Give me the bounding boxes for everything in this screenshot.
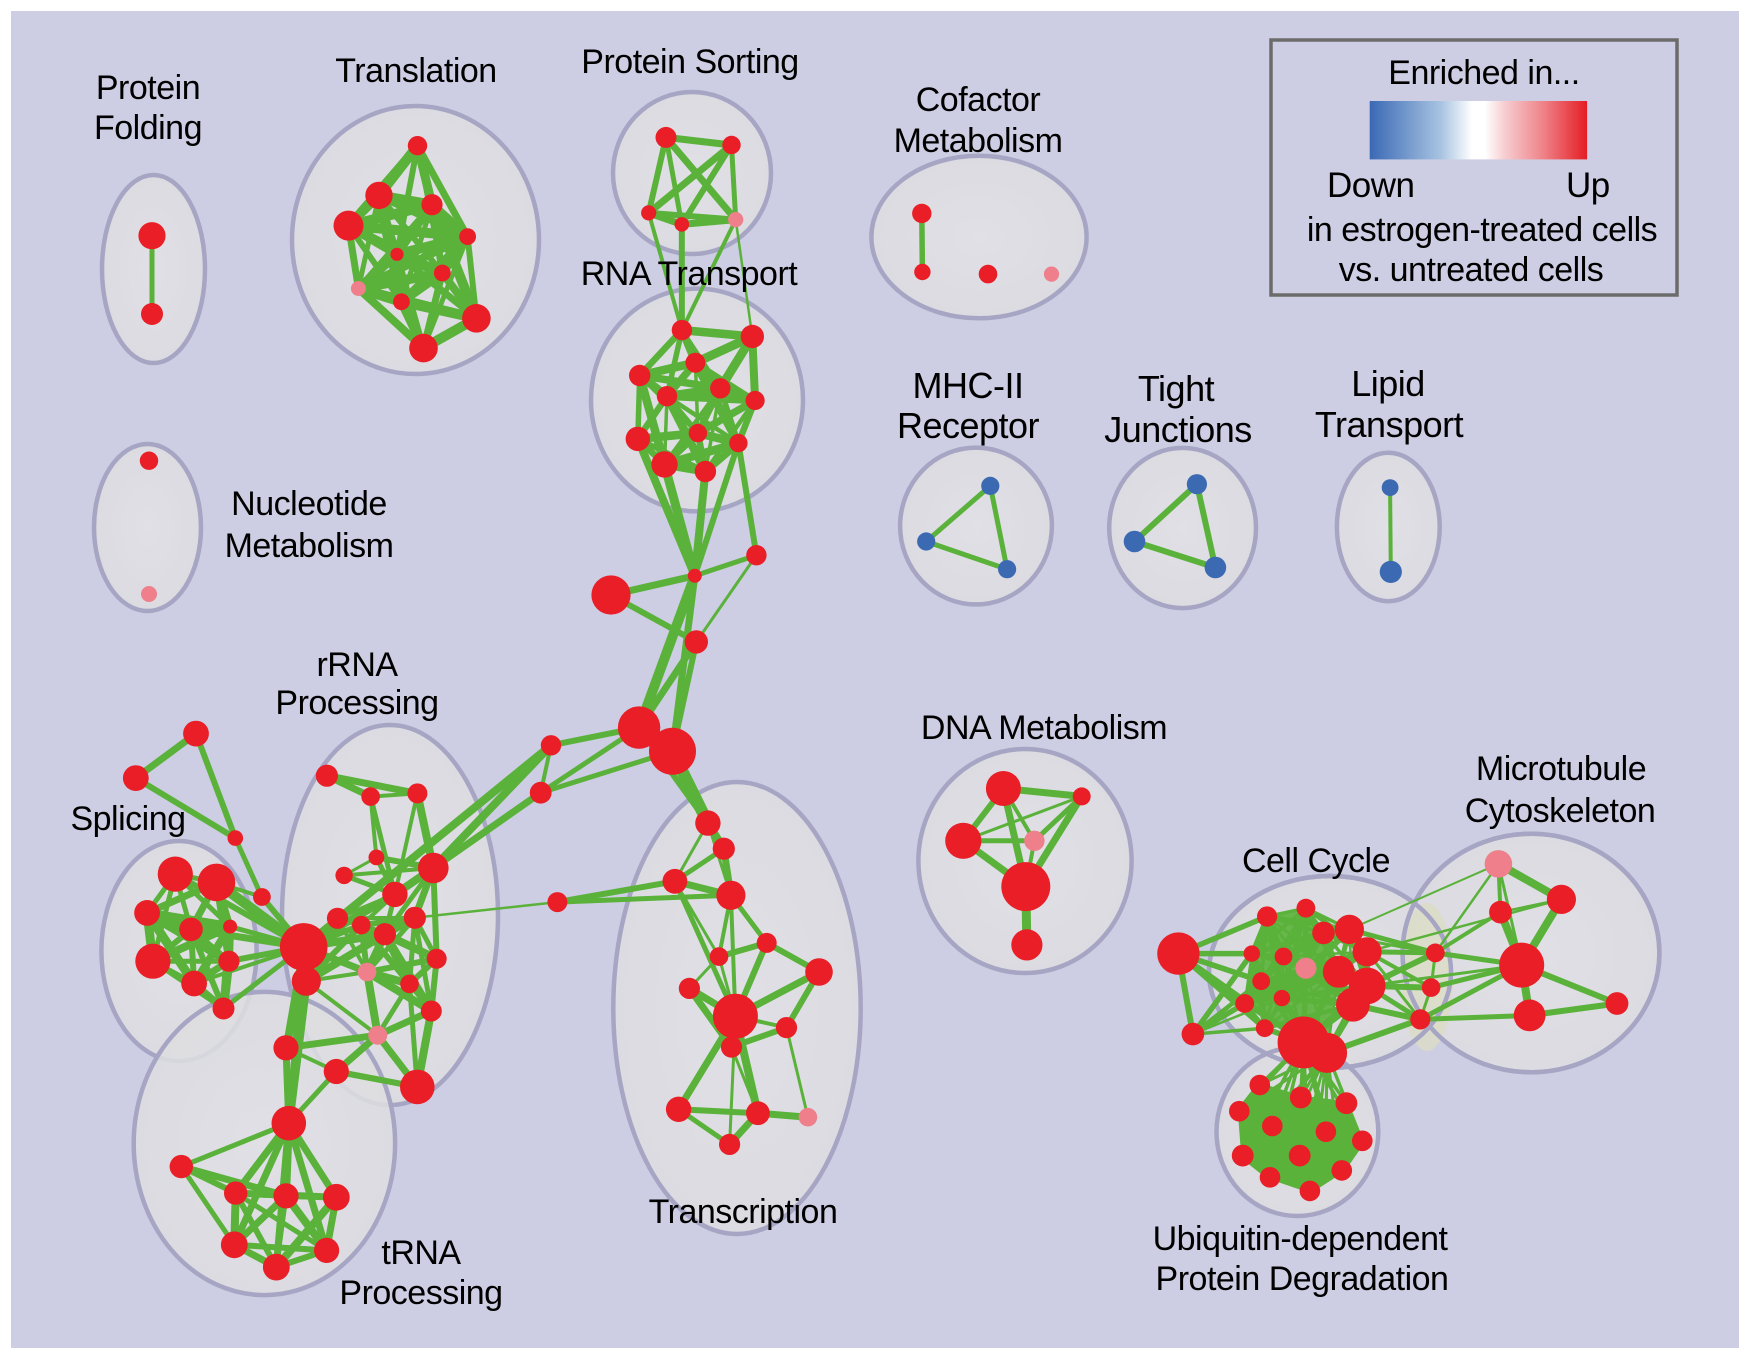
svg-text:Folding: Folding xyxy=(94,109,202,147)
svg-text:Processing: Processing xyxy=(275,684,438,722)
svg-text:Translation: Translation xyxy=(335,52,496,90)
svg-text:Processing: Processing xyxy=(339,1274,502,1312)
svg-text:Cell Cycle: Cell Cycle xyxy=(1242,842,1390,880)
svg-text:rRNA: rRNA xyxy=(316,646,398,684)
svg-text:Nucleotide: Nucleotide xyxy=(231,485,387,523)
svg-text:Junctions: Junctions xyxy=(1104,409,1252,450)
svg-text:tRNA: tRNA xyxy=(381,1234,461,1272)
svg-text:Down: Down xyxy=(1327,166,1414,205)
svg-text:Protein Sorting: Protein Sorting xyxy=(581,43,798,81)
svg-text:Ubiquitin-dependent: Ubiquitin-dependent xyxy=(1153,1220,1449,1258)
svg-text:Up: Up xyxy=(1566,166,1610,205)
svg-text:Enriched in...: Enriched in... xyxy=(1388,54,1579,92)
svg-text:Receptor: Receptor xyxy=(897,405,1040,446)
svg-text:Cofactor: Cofactor xyxy=(916,81,1041,119)
svg-text:Lipid: Lipid xyxy=(1351,363,1425,404)
svg-text:Protein: Protein xyxy=(96,69,200,107)
svg-text:MHC-II: MHC-II xyxy=(913,365,1024,406)
svg-text:Transcription: Transcription xyxy=(649,1193,838,1231)
svg-text:Tight: Tight xyxy=(1138,368,1215,409)
svg-text:vs. untreated cells: vs. untreated cells xyxy=(1339,251,1604,289)
svg-text:in estrogen-treated cells: in estrogen-treated cells xyxy=(1307,211,1657,249)
svg-text:Cytoskeleton: Cytoskeleton xyxy=(1465,792,1656,830)
svg-text:RNA Transport: RNA Transport xyxy=(581,255,799,293)
svg-text:Transport: Transport xyxy=(1315,404,1464,445)
svg-text:Splicing: Splicing xyxy=(70,800,185,838)
svg-text:Metabolism: Metabolism xyxy=(894,122,1063,160)
svg-text:DNA Metabolism: DNA Metabolism xyxy=(921,709,1167,747)
svg-text:Protein Degradation: Protein Degradation xyxy=(1156,1260,1449,1298)
svg-text:Microtubule: Microtubule xyxy=(1476,750,1646,788)
svg-text:Metabolism: Metabolism xyxy=(225,527,394,565)
